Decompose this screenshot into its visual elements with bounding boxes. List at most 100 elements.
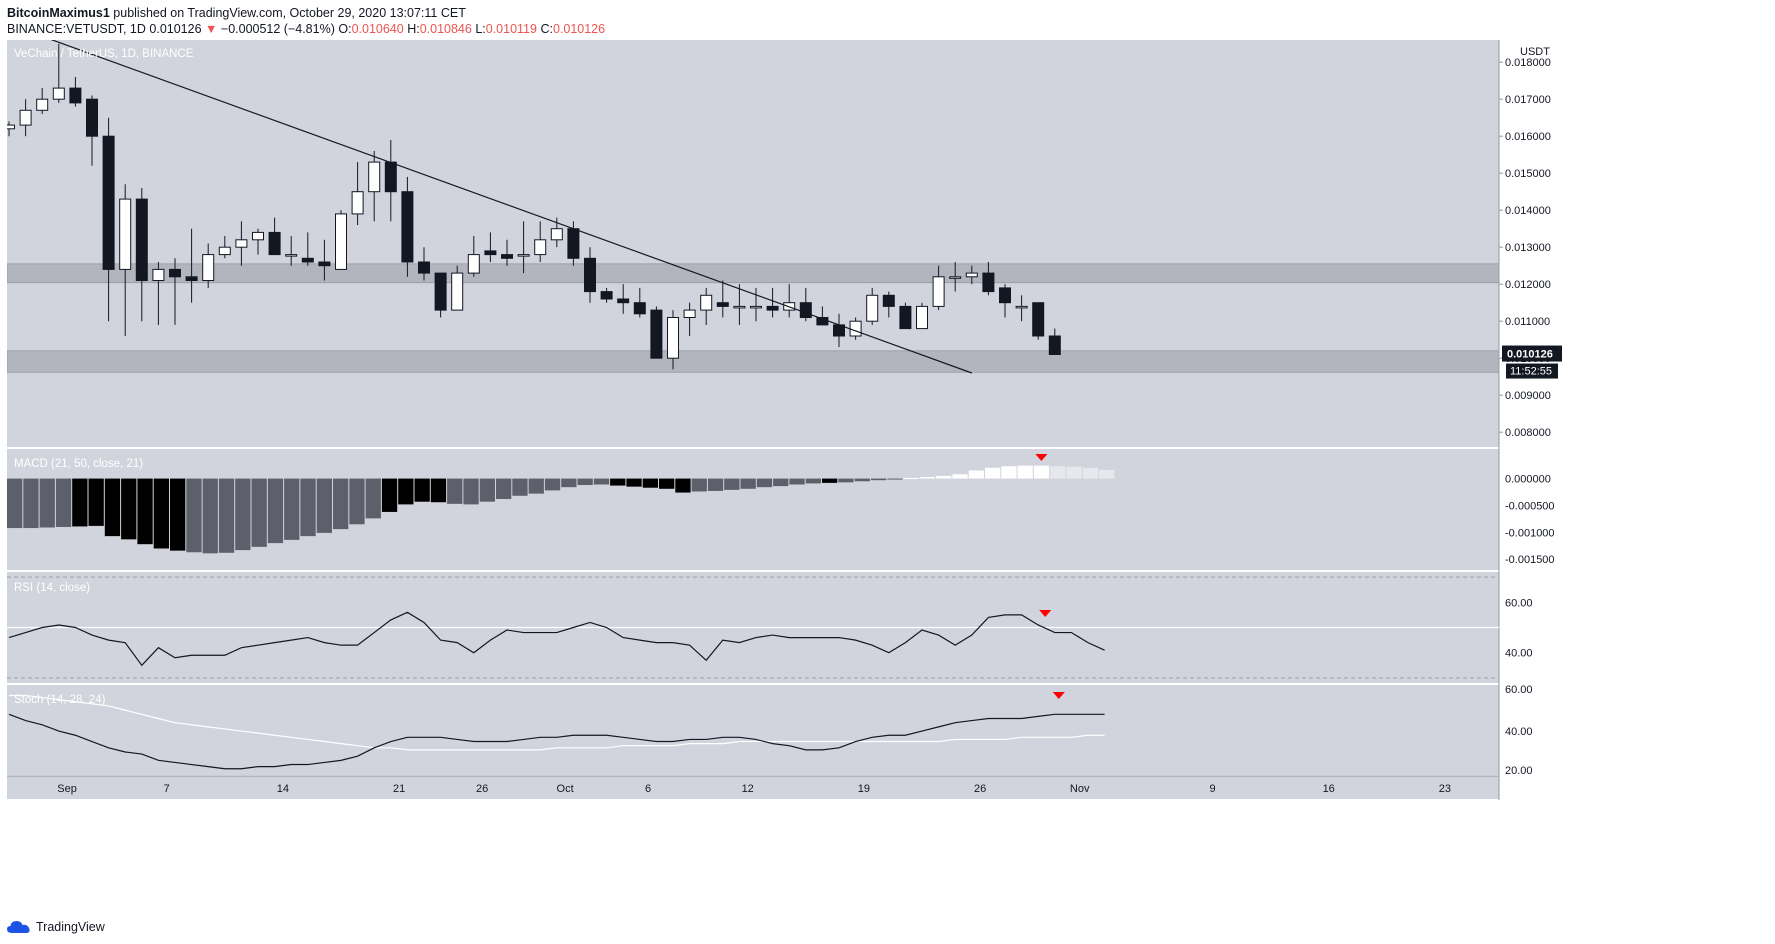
candle [467,236,480,277]
candle-body-up [534,239,547,256]
tradingview-footer: TradingView [7,920,105,934]
candle-body-down [484,250,497,256]
candle-body-up [750,305,762,309]
macd-histogram-bar [365,478,381,519]
candle [667,310,679,370]
time-axis-label: Nov [1070,783,1090,795]
time-axis-label: 9 [1209,783,1215,795]
candle [982,262,995,296]
candle [1032,302,1045,340]
candle-body-down [434,272,447,311]
candle [916,302,928,330]
candle [733,284,746,325]
macd-histogram-bar [463,478,479,505]
candle-body-up [467,254,480,274]
price-axis-label: 0.008000 [1505,427,1551,439]
candle-body-up [550,228,563,241]
candle-body-down [799,302,812,319]
macd-histogram-bar [544,478,561,491]
macd-histogram-bar [642,478,658,488]
macd-axis-label: 0.000000 [1505,474,1551,486]
candle [999,284,1011,318]
candle-body-up [866,294,879,322]
stoch-k-line [8,713,1105,770]
candle-body-up [932,276,945,307]
time-axis-label: 7 [164,783,170,795]
macd-histogram-bar [985,467,1001,479]
macd-histogram-bar [936,475,952,479]
stoch-axis-label: 40.00 [1505,726,1533,738]
time-axis-label: 21 [393,783,405,795]
candle [285,236,298,266]
price-pane-background [7,40,1499,447]
candle-body-down [318,261,331,267]
macd-histogram-bar [430,478,447,503]
candle-body-down [650,309,663,359]
macd-histogram-bar [756,478,773,488]
candle [451,265,464,311]
macd-histogram-bar [903,478,919,480]
candle [268,217,281,256]
rsi-line [8,611,1105,667]
candle [318,239,331,281]
macd-histogram-bar [104,478,121,537]
macd-histogram-bar [919,476,936,479]
resistance-zone [7,263,1499,284]
candle [949,262,962,292]
candle-body-up [202,254,215,282]
macd-histogram-bar [316,478,332,533]
candle [965,265,978,285]
candle [866,287,879,325]
candle-body-up [52,87,65,100]
macd-histogram-bar [659,478,675,489]
publish-info: published on TradingView.com, October 29… [109,6,466,20]
candle-body-up [152,268,165,281]
price-axis-label: 0.011000 [1505,316,1550,328]
candle-body-down [268,231,281,256]
price-series [7,40,1499,374]
macd-histogram-bar [7,478,23,529]
macd-axis-background [1499,449,1565,570]
macd-histogram-bar [968,470,984,479]
price-axis-label: 0.015000 [1505,168,1551,180]
candle-body-up [351,191,364,215]
macd-histogram-bar [1017,465,1033,479]
candle [882,291,895,318]
stoch-axis-label: 20.00 [1505,765,1533,777]
candle [517,221,530,274]
candle-body-down [567,228,580,259]
candle [584,247,596,303]
candle [69,77,82,107]
current-price-label: 0.010126 [1507,349,1553,361]
candle-body-down [1032,302,1045,337]
stoch-pane-title: Stoch (14, 28, 24) [14,694,106,706]
macd-histogram-bar [72,478,88,527]
bearish-signal-arrow-icon [1035,454,1048,461]
macd-histogram-bar [577,478,593,486]
countdown-label: 11:52:55 [1510,366,1552,378]
candle [235,221,248,266]
candle [368,151,381,222]
macd-histogram-bar [251,478,267,547]
time-axis-label: 16 [1323,783,1335,795]
candle [418,247,430,281]
macd-histogram-bar [23,478,39,529]
rsi-axis-background [1499,572,1565,683]
candle [351,162,364,225]
stoch-d-line [9,694,1105,751]
candle [401,176,414,277]
time-axis-label: 12 [742,783,754,795]
candle-body-down [584,257,596,293]
candle [218,236,231,259]
macd-histogram-bar [267,478,284,544]
candle-body-up [451,272,464,311]
macd-histogram-bar [773,478,789,487]
candle [501,239,513,266]
author-name[interactable]: BitcoinMaximus1 [7,6,110,20]
macd-histogram-bar [593,478,610,485]
open-label: O: [338,22,352,36]
brand-label[interactable]: TradingView [36,920,105,934]
rsi-axis-label: 60.00 [1505,597,1533,609]
time-axis-label: Sep [57,783,77,795]
